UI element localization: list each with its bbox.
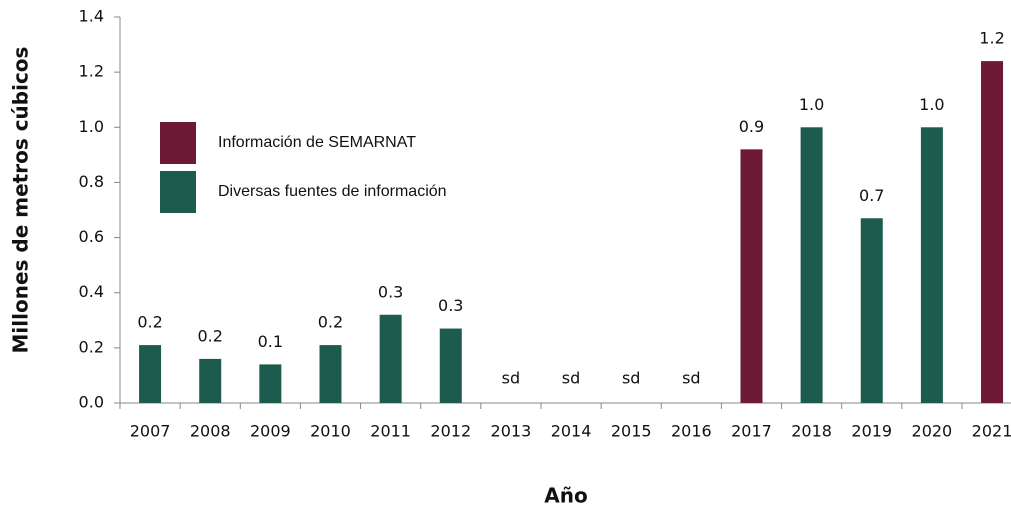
x-tick-label: 2019: [851, 422, 892, 441]
bar: [981, 61, 1004, 403]
y-axis-label: Millones de metros cúbicos: [9, 47, 33, 354]
x-tick-label: 2011: [370, 422, 411, 441]
value-label: sd: [622, 369, 641, 388]
value-label: 1.2: [979, 29, 1004, 48]
bar: [379, 314, 402, 403]
bar: [319, 345, 342, 403]
value-label: 0.1: [258, 332, 283, 351]
x-tick-label: 2021: [972, 422, 1011, 441]
x-tick-label: 2014: [551, 422, 592, 441]
value-label: 0.3: [378, 282, 403, 301]
x-tick-label: 2017: [731, 422, 772, 441]
value-label: 1.0: [919, 95, 944, 114]
x-tick-label: 2008: [190, 422, 231, 441]
y-tick-label: 0.4: [79, 282, 104, 301]
value-label: 0.2: [318, 313, 343, 332]
x-tick-label: 2015: [611, 422, 652, 441]
x-tick-label: 2009: [250, 422, 291, 441]
legend-label: Diversas fuentes de información: [218, 183, 447, 200]
y-tick-label: 0.2: [79, 337, 104, 356]
value-label: 1.0: [799, 95, 824, 114]
x-tick-label: 2018: [791, 422, 832, 441]
bar: [800, 127, 823, 404]
bar: [259, 364, 282, 403]
x-tick-label: 2020: [912, 422, 953, 441]
value-label: 0.2: [197, 326, 222, 345]
x-axis-label: Año: [544, 484, 587, 508]
bar: [199, 358, 222, 403]
value-label: sd: [562, 369, 581, 388]
bar: [439, 328, 462, 403]
x-tick-label: 2013: [491, 422, 532, 441]
x-tick-label: 2007: [130, 422, 171, 441]
value-label: sd: [682, 369, 701, 388]
bar: [740, 149, 763, 403]
y-tick-label: 0.0: [79, 393, 104, 412]
value-label: 0.2: [137, 313, 162, 332]
y-tick-label: 0.6: [79, 227, 104, 246]
y-tick-label: 1.0: [79, 117, 104, 136]
bar: [920, 127, 943, 404]
y-tick-label: 0.8: [79, 172, 104, 191]
y-tick-label: 1.4: [79, 7, 104, 26]
x-tick-label: 2012: [430, 422, 471, 441]
value-label: 0.9: [739, 117, 764, 136]
x-tick-label: 2010: [310, 422, 351, 441]
x-tick-label: 2016: [671, 422, 712, 441]
bar: [860, 218, 883, 403]
legend-swatch: [160, 171, 196, 213]
y-tick-label: 1.2: [79, 62, 104, 81]
value-label: 0.3: [438, 296, 463, 315]
bar: [139, 345, 162, 403]
value-label: 0.7: [859, 186, 884, 205]
legend-label: Información de SEMARNAT: [218, 134, 416, 151]
legend-swatch: [160, 122, 196, 164]
value-label: sd: [502, 369, 521, 388]
